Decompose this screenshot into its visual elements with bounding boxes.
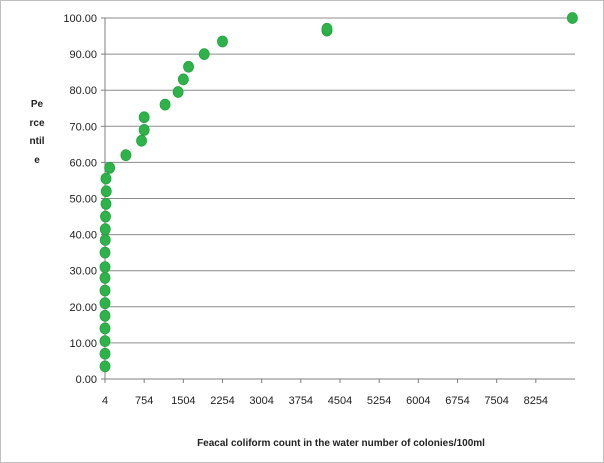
x-tick-label: 5254: [367, 395, 391, 407]
data-point: [99, 272, 111, 284]
y-tick-label: 20.00: [69, 302, 97, 314]
x-tick-label: 754: [135, 395, 153, 407]
data-point: [217, 35, 228, 48]
y-tick-labels: 0.00 10.00 20.00 30.00 40.00 50.00 60.00 70.00 8…: [63, 13, 97, 386]
data-point: [198, 48, 210, 60]
data-points: [99, 12, 578, 373]
y-tick-label: 50.00: [69, 194, 97, 206]
y-tick-label: 10.00: [69, 338, 97, 350]
x-tick-label: 6004: [406, 395, 430, 407]
data-point: [100, 185, 112, 198]
data-point: [136, 134, 147, 147]
data-point: [99, 322, 111, 335]
data-point: [566, 12, 578, 24]
data-point: [99, 246, 111, 259]
data-point: [99, 347, 111, 360]
x-tick-label: 6754: [445, 395, 469, 407]
data-point: [321, 22, 333, 35]
data-point: [99, 261, 111, 273]
data-point: [99, 284, 111, 297]
x-axis-label: Feacal coliform count in the water numbe…: [197, 438, 485, 449]
y-tick-label: 80.00: [69, 85, 97, 97]
data-point: [99, 360, 111, 373]
x-tick-label: 3004: [249, 395, 273, 407]
data-point: [172, 86, 184, 98]
y-tick-label: 90.00: [69, 49, 97, 61]
data-point: [100, 172, 112, 185]
data-point: [138, 124, 150, 136]
data-point: [100, 210, 111, 223]
data-point: [120, 149, 132, 162]
data-point: [100, 198, 112, 210]
x-tick-label: 8254: [524, 395, 548, 407]
y-axis-label: Percentile: [29, 99, 45, 166]
data-point: [99, 234, 111, 246]
y-gridlines: [101, 17, 575, 380]
y-tick-label: 30.00: [69, 266, 97, 278]
x-tick-label: 7504: [484, 395, 508, 407]
data-point: [99, 335, 111, 347]
y-tick-label: 100.00: [63, 13, 97, 25]
data-point: [138, 111, 150, 124]
x-tick-label: 3754: [289, 395, 313, 407]
y-tick-label: 0.00: [76, 374, 97, 386]
data-point: [104, 161, 116, 174]
x-tick-label: 2254: [210, 395, 234, 407]
data-point: [99, 223, 111, 236]
x-tick-label: 1504: [171, 395, 195, 407]
data-point: [99, 309, 111, 322]
x-tick-label: 4: [102, 395, 108, 407]
data-point: [99, 297, 111, 310]
x-tick-label: 4504: [328, 395, 352, 407]
data-point: [177, 73, 189, 86]
y-tick-label: 40.00: [69, 230, 97, 242]
data-point: [159, 98, 171, 111]
y-tick-label: 70.00: [69, 121, 97, 133]
data-point: [183, 60, 194, 73]
y-tick-label: 60.00: [69, 157, 97, 169]
x-tick-labels: 4 754 1504 2254 3004 3754 4504 5254 6004 6754 7504…: [102, 379, 548, 407]
